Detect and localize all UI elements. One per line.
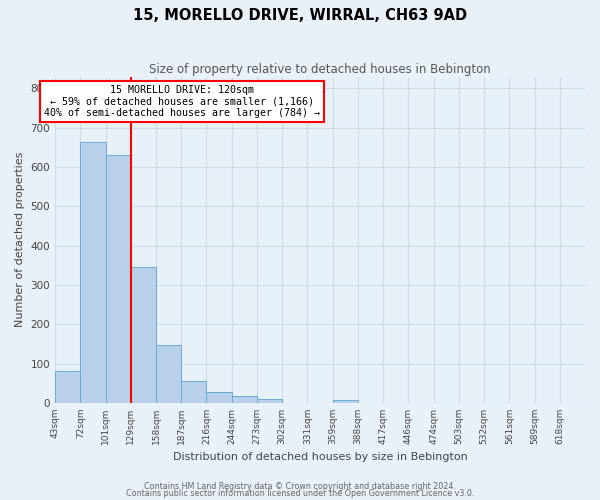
Bar [257, 399, 282, 403]
Bar [206, 392, 232, 403]
Text: 15, MORELLO DRIVE, WIRRAL, CH63 9AD: 15, MORELLO DRIVE, WIRRAL, CH63 9AD [133, 8, 467, 22]
Bar [106, 156, 131, 403]
Title: Size of property relative to detached houses in Bebington: Size of property relative to detached ho… [149, 62, 491, 76]
Text: Contains public sector information licensed under the Open Government Licence v3: Contains public sector information licen… [126, 490, 474, 498]
Text: Contains HM Land Registry data © Crown copyright and database right 2024.: Contains HM Land Registry data © Crown c… [144, 482, 456, 491]
Bar [156, 345, 181, 403]
X-axis label: Distribution of detached houses by size in Bebington: Distribution of detached houses by size … [173, 452, 467, 462]
Bar [55, 370, 80, 403]
Bar [232, 396, 257, 403]
Bar [181, 380, 206, 403]
Bar [131, 266, 156, 403]
Text: 15 MORELLO DRIVE: 120sqm
← 59% of detached houses are smaller (1,166)
40% of sem: 15 MORELLO DRIVE: 120sqm ← 59% of detach… [44, 85, 320, 118]
Bar [332, 400, 358, 403]
Bar [80, 142, 106, 403]
Y-axis label: Number of detached properties: Number of detached properties [15, 152, 25, 328]
